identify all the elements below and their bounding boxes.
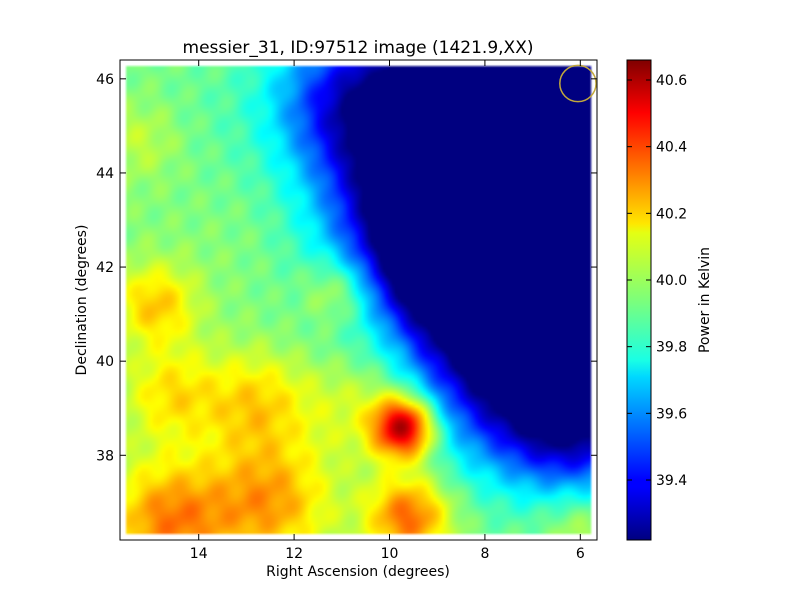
chart-title: messier_31, ID:97512 image (1421.9,XX) [183,38,534,58]
heatmap-image [120,60,597,540]
colorbar-tick-label: 39.8 [656,340,687,356]
x-tick-label: 10 [381,546,399,562]
colorbar [626,59,652,541]
y-tick-label: 42 [96,260,114,276]
colorbar-tick-label: 40.6 [656,73,687,89]
y-axis-label: Declination (degrees) [74,225,90,376]
beam-circle [559,64,597,103]
x-tick-label: 6 [576,546,585,562]
x-axis-label: Right Ascension (degrees) [266,564,450,580]
colorbar-label: Power in Kelvin [697,247,713,353]
colorbar-tick-label: 40.0 [656,273,687,289]
y-tick-label: 46 [96,72,114,88]
x-tick-label: 8 [480,546,489,562]
colorbar-tick-label: 40.4 [656,140,687,156]
x-tick-label: 14 [190,546,208,562]
colorbar-tick-label: 40.2 [656,206,687,222]
colorbar-ticks: 39.4 39.6 39.8 40.0 40.2 40.4 40.6 [627,73,687,489]
colorbar-tick-label: 39.6 [656,406,687,422]
y-tick-label: 44 [96,166,114,182]
x-axis-ticks: 14 12 10 8 6 [190,60,585,562]
x-tick-label: 12 [285,546,303,562]
y-tick-label: 38 [96,448,114,464]
y-axis-ticks: 38 40 42 44 46 [96,72,597,464]
y-tick-label: 40 [96,354,114,370]
plot-frame [119,59,598,541]
colorbar-tick-label: 39.4 [656,473,687,489]
